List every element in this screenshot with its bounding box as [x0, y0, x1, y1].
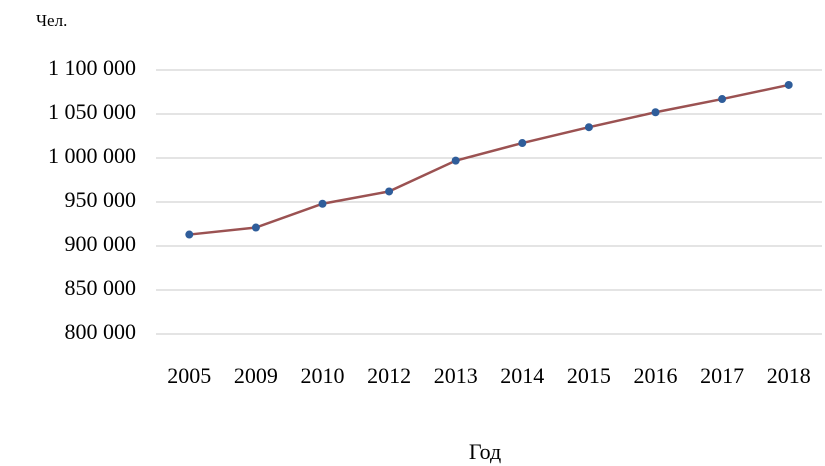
- data-point: [385, 187, 394, 196]
- x-tick-label: 2014: [500, 363, 544, 388]
- x-tick-label: 2012: [367, 363, 411, 388]
- data-point: [451, 156, 460, 165]
- y-tick-label: 950 000: [65, 187, 137, 212]
- x-tick-label: 2010: [301, 363, 345, 388]
- data-point: [185, 230, 194, 239]
- data-point: [518, 139, 527, 148]
- y-tick-label: 1 050 000: [48, 99, 136, 124]
- y-tick-label: 900 000: [65, 231, 137, 256]
- y-tick-label: 1 000 000: [48, 143, 136, 168]
- x-tick-label: 2005: [167, 363, 211, 388]
- y-tick-label: 1 100 000: [48, 55, 136, 80]
- y-tick-label: 850 000: [65, 275, 137, 300]
- data-point: [318, 199, 327, 208]
- data-point: [651, 108, 660, 117]
- data-point: [584, 123, 593, 132]
- y-tick-label: 800 000: [65, 319, 137, 344]
- x-tick-label: 2015: [567, 363, 611, 388]
- y-axis-label: Чел.: [36, 11, 67, 30]
- x-tick-label: 2009: [234, 363, 278, 388]
- data-line: [189, 83, 789, 236]
- data-point: [718, 95, 727, 104]
- x-tick-label: 2016: [634, 363, 678, 388]
- data-point: [251, 223, 260, 232]
- x-tick-label: 2017: [700, 363, 744, 388]
- x-tick-label: 2013: [434, 363, 478, 388]
- x-tick-label: 2018: [767, 363, 811, 388]
- data-point: [784, 80, 793, 89]
- x-axis-label: Год: [469, 439, 501, 464]
